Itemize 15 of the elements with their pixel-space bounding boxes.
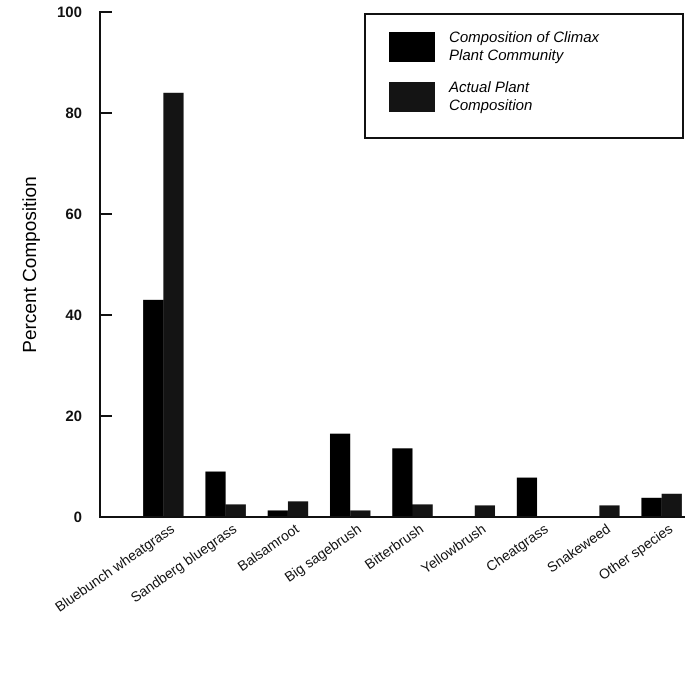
bar [143,300,164,517]
bar [392,448,412,517]
bar [205,472,226,517]
y-tick-label: 60 [65,206,82,223]
y-tick-label: 20 [65,408,82,425]
y-tick-label: 0 [74,508,82,526]
y-tick-label: 100 [56,4,82,21]
legend-label: Composition of Climax Plant Community [449,29,600,64]
y-tick-label: 40 [65,306,82,324]
y-tick-label: 80 [65,104,82,122]
legend-label: Actual Plant Composition [448,79,532,114]
bar [641,498,662,517]
bar [330,434,350,517]
bar [516,478,538,517]
y-axis-title: Percent Composition [20,176,41,353]
